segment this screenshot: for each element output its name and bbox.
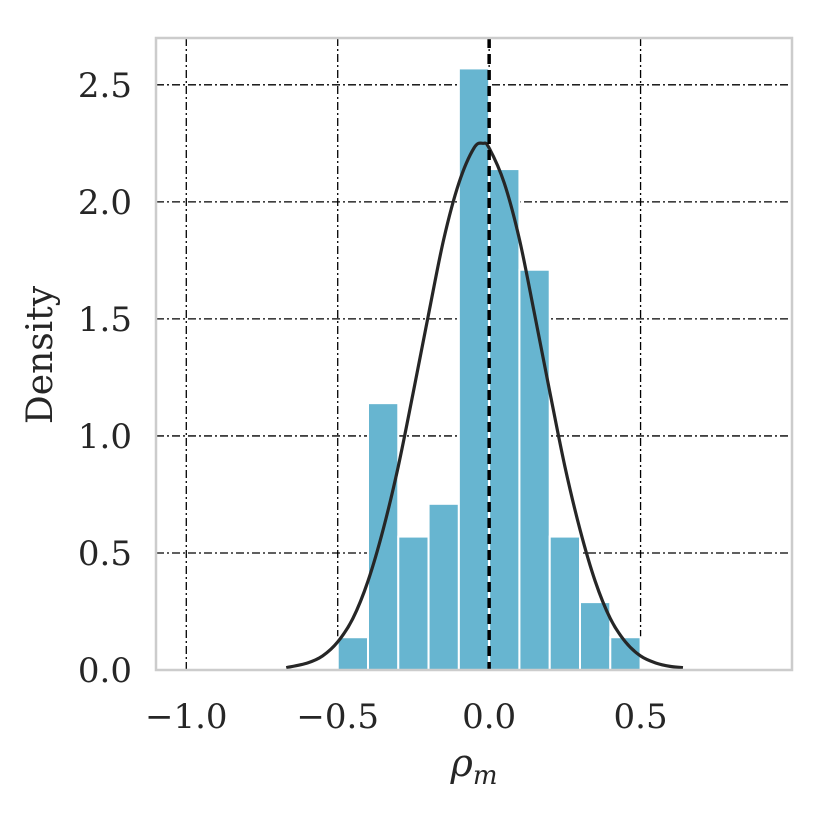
histogram-bar bbox=[548, 535, 582, 671]
histogram-bar bbox=[367, 402, 400, 671]
histogram-bar bbox=[427, 502, 460, 671]
y-tick-label: 1.5 bbox=[78, 300, 132, 340]
y-tick-label: 0.5 bbox=[78, 534, 132, 574]
x-tick-label: 0.0 bbox=[462, 697, 516, 737]
plot-frame bbox=[154, 36, 794, 672]
y-tick-labels: 0.0 0.5 1.0 1.5 2.0 2.5 bbox=[78, 66, 132, 691]
x-axis-label-subscript: m bbox=[473, 761, 498, 791]
kde-curve-layer bbox=[285, 141, 684, 670]
x-tick-label: −1.0 bbox=[145, 697, 228, 737]
y-tick-label: 2.0 bbox=[78, 183, 132, 223]
y-axis-label: Density bbox=[20, 285, 61, 424]
y-tick-label: 0.0 bbox=[78, 651, 132, 691]
histogram-bar bbox=[518, 268, 551, 671]
histogram-bars bbox=[336, 67, 642, 672]
x-axis-label: ρm bbox=[450, 741, 498, 791]
histogram-bar bbox=[457, 67, 491, 671]
histogram-bar bbox=[488, 168, 521, 671]
x-tick-label: 0.5 bbox=[614, 697, 668, 737]
kde-curve bbox=[285, 141, 684, 670]
y-tick-label: 2.5 bbox=[78, 66, 132, 106]
x-tick-labels: −1.0 −0.5 0.0 0.5 bbox=[145, 697, 668, 737]
y-tick-label: 1.0 bbox=[78, 417, 132, 457]
x-axis-label-base: ρ bbox=[450, 741, 474, 785]
histogram-bar bbox=[336, 636, 370, 671]
histogram-bar bbox=[397, 535, 430, 671]
x-tick-label: −0.5 bbox=[296, 697, 379, 737]
histogram-bar bbox=[579, 601, 612, 672]
